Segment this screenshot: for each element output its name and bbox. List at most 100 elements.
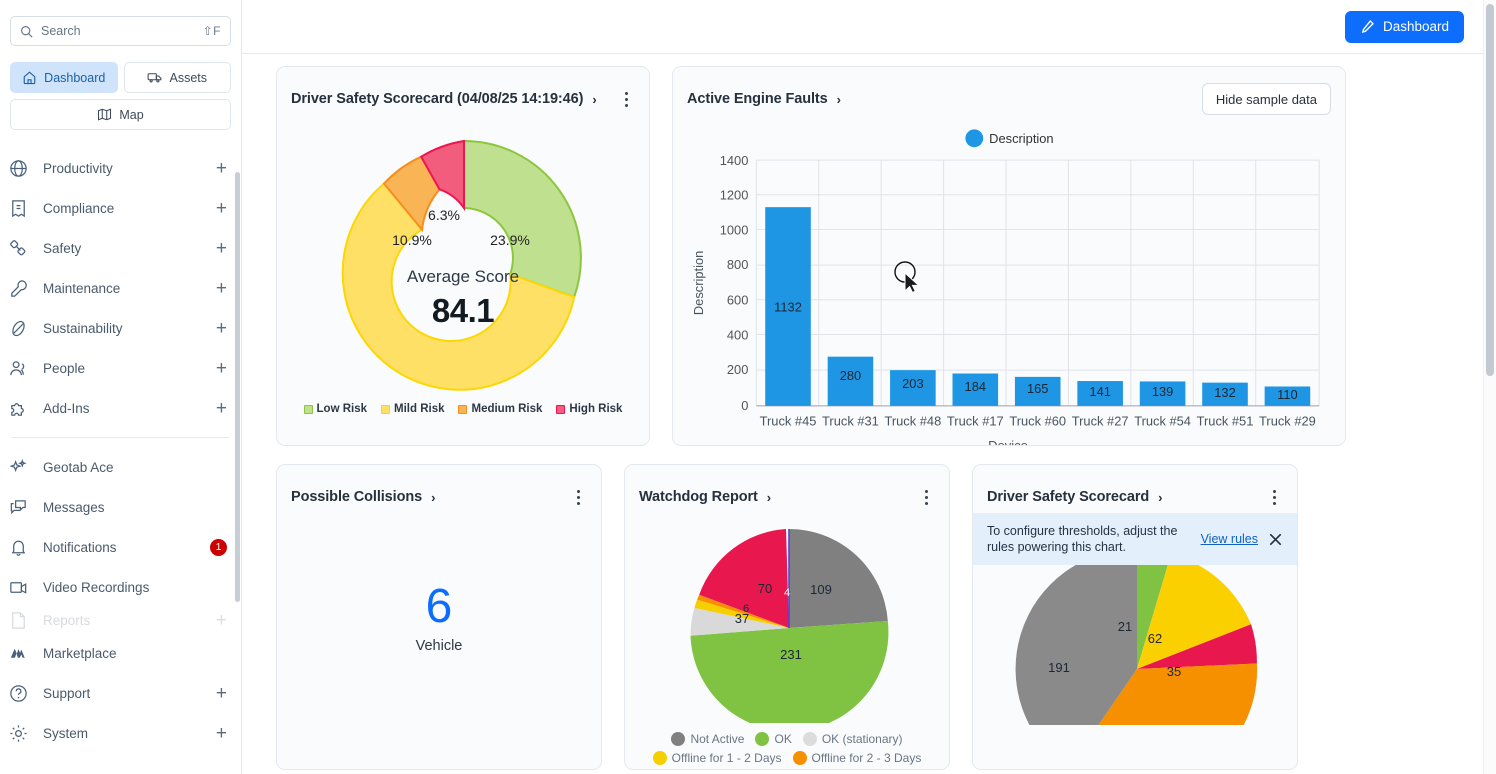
page-scrollbar[interactable] (1483, 0, 1496, 774)
legend-item-low-risk[interactable]: Low Risk (303, 403, 367, 415)
legend-label: OK (774, 732, 792, 746)
pie-value-red: 35 (1167, 664, 1181, 679)
expand-maintenance-icon[interactable]: + (215, 277, 227, 299)
bar-truck-51[interactable] (1202, 382, 1248, 406)
sidebar-label: System (43, 725, 89, 741)
card-possible-collisions: Possible Collisions › 6 Vehicle (276, 464, 602, 770)
sidebar-item-dashboard[interactable]: Dashboard (10, 62, 118, 93)
bar-truck-27[interactable] (1077, 381, 1123, 406)
chevron-right-icon[interactable]: › (1158, 489, 1163, 505)
slice-not-active[interactable] (789, 529, 888, 628)
slice-high-risk[interactable] (419, 139, 465, 212)
close-icon[interactable] (1268, 532, 1283, 547)
slice-gray[interactable] (1015, 548, 1137, 769)
legend-item-medium-risk[interactable]: Medium Risk (458, 403, 542, 415)
sidebar-item-people[interactable]: People + (0, 348, 241, 388)
expand-sustainability-icon[interactable]: + (215, 317, 227, 339)
bar-value: 110 (1277, 387, 1298, 402)
sidebar-item-notifications[interactable]: Notifications 1 (0, 527, 241, 567)
legend-item-not-active[interactable]: Not Active (671, 732, 744, 746)
sidebar-scrollbar-thumb[interactable] (235, 172, 240, 602)
expand-system-icon[interactable]: + (215, 722, 227, 744)
expand-reports-icon[interactable]: + (215, 609, 227, 631)
sidebar-item-productivity[interactable]: Productivity + (0, 148, 241, 188)
legend-label: Low Risk (316, 403, 367, 415)
legend-swatch-offline-1-2 (652, 751, 667, 765)
sidebar-item-maintenance[interactable]: Maintenance + (0, 268, 241, 308)
legend-item-mild-risk[interactable]: Mild Risk (381, 403, 444, 415)
sidebar-label: Reports (43, 612, 91, 628)
more-options-icon[interactable] (917, 488, 935, 506)
legend-label: Offline for 2 - 3 Days (811, 751, 922, 765)
messages-icon (8, 497, 29, 518)
legend-item-offline-1-2[interactable]: Offline for 1 - 2 Days (652, 751, 782, 765)
expand-productivity-icon[interactable]: + (215, 157, 227, 179)
bar-value: 132 (1214, 385, 1235, 400)
edit-dashboard-button[interactable]: Dashboard (1344, 10, 1464, 43)
bar-truck-60[interactable] (1014, 376, 1061, 406)
bar-truck-29[interactable] (1264, 386, 1311, 406)
more-options-icon[interactable] (1265, 488, 1283, 506)
sidebar-item-add-ins[interactable]: Add-Ins + (0, 388, 241, 428)
search-icon (20, 25, 33, 38)
hide-sample-data-button[interactable]: Hide sample data (1201, 83, 1331, 115)
sidebar-item-assets[interactable]: Assets (123, 62, 231, 93)
bar-truck-31[interactable] (827, 356, 874, 406)
legend-item-ok-stationary[interactable]: OK (stationary) (802, 732, 903, 746)
slice-red[interactable] (1137, 624, 1257, 669)
slice-offline-3plus[interactable] (699, 529, 789, 628)
sidebar-item-support[interactable]: Support + (0, 673, 241, 713)
slice-low-risk[interactable] (463, 139, 582, 299)
bar-truck-17[interactable] (952, 373, 999, 406)
pie-value-gray: 191 (1048, 660, 1070, 675)
more-options-icon[interactable] (617, 90, 635, 108)
bar-truck-48[interactable] (890, 370, 936, 406)
page-scrollbar-thumb[interactable] (1486, 4, 1494, 376)
view-rules-link[interactable]: View rules (1200, 532, 1258, 546)
bar-truck-54[interactable] (1139, 381, 1186, 406)
legend-item-ok[interactable]: OK (755, 732, 792, 746)
sidebar-label: People (43, 360, 86, 376)
bar-truck-45[interactable] (765, 207, 811, 406)
sidebar-item-reports[interactable]: Reports + (0, 607, 241, 633)
expand-people-icon[interactable]: + (215, 357, 227, 379)
slice-mild-risk[interactable] (341, 182, 576, 391)
sidebar-item-safety[interactable]: Safety + (0, 228, 241, 268)
slice-yellow[interactable] (1137, 554, 1251, 669)
card-header: Active Engine Faults › Hide sample data (673, 67, 1345, 115)
bar-value: 280 (840, 368, 861, 383)
bar-value: 203 (902, 376, 923, 391)
sidebar-item-sustainability[interactable]: Sustainability + (0, 308, 241, 348)
slice-ok-stationary[interactable] (690, 607, 789, 636)
sidebar-item-map[interactable]: Map (10, 99, 231, 130)
slice-ok[interactable] (690, 621, 889, 732)
x-tick: Truck #51 (1197, 414, 1254, 429)
sidebar-item-system[interactable]: System + (0, 713, 241, 753)
sidebar-item-geotab-ace[interactable]: Geotab Ace (0, 447, 241, 487)
legend-item-high-risk[interactable]: High Risk (556, 403, 622, 415)
expand-support-icon[interactable]: + (215, 682, 227, 704)
chevron-right-icon[interactable]: › (836, 91, 841, 107)
pie-value-offline-3plus: 70 (758, 581, 772, 596)
more-options-icon[interactable] (569, 488, 587, 506)
slice-offline-2-3[interactable] (697, 594, 789, 628)
search-input[interactable]: Search ⇧F (10, 16, 231, 46)
slice-green[interactable] (1137, 549, 1172, 669)
chevron-right-icon[interactable]: › (766, 489, 772, 505)
sidebar-item-video-recordings[interactable]: Video Recordings (0, 567, 241, 607)
expand-compliance-icon[interactable]: + (215, 197, 227, 219)
chevron-right-icon[interactable]: › (431, 489, 436, 505)
slice-offline-1-2[interactable] (694, 599, 789, 628)
sidebar-label: Maintenance (43, 280, 121, 296)
sidebar-item-messages[interactable]: Messages (0, 487, 241, 527)
pie-value-not-active: 109 (810, 582, 832, 597)
expand-addins-icon[interactable]: + (215, 397, 227, 419)
legend-item-offline-2-3[interactable]: Offline for 2 - 3 Days (792, 751, 922, 765)
seatbelt-icon (8, 238, 29, 259)
sidebar-item-marketplace[interactable]: Marketplace (0, 633, 241, 673)
pie-value-green: 21 (1118, 619, 1132, 634)
chevron-right-icon[interactable]: › (592, 91, 597, 107)
assets-tab-label: Assets (169, 70, 207, 85)
expand-safety-icon[interactable]: + (215, 237, 227, 259)
sidebar-item-compliance[interactable]: Compliance + (0, 188, 241, 228)
